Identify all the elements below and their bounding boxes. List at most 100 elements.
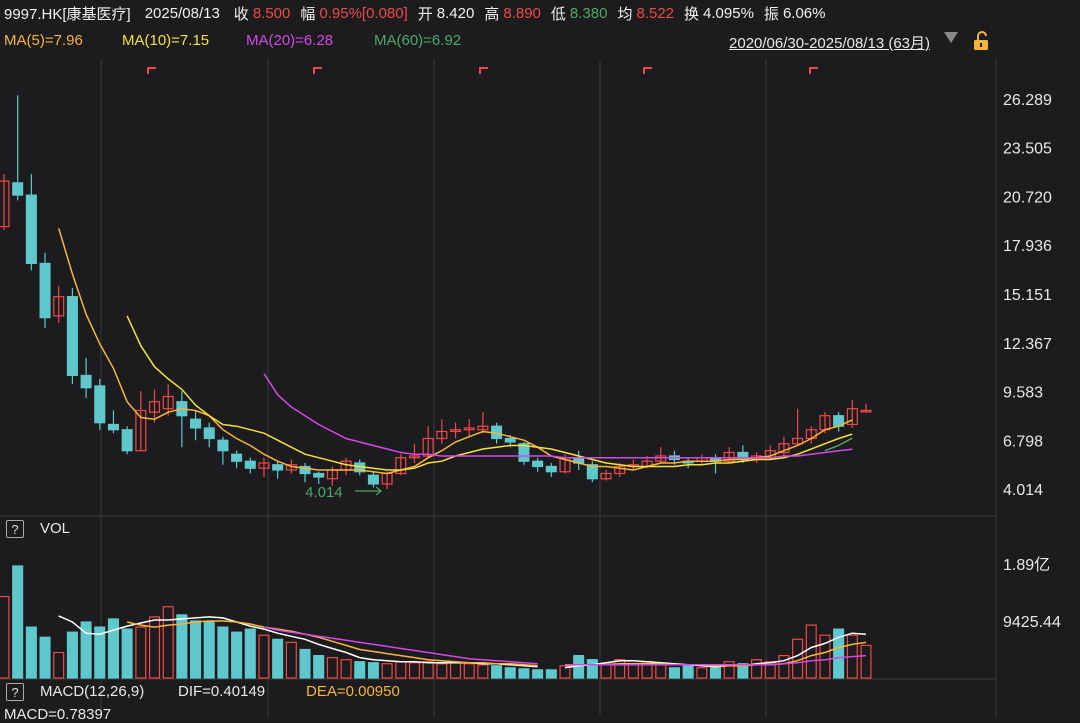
symbol-name[interactable]: 9997.HK[康基医疗] xyxy=(4,5,131,23)
candle-body xyxy=(313,472,325,478)
volume-bar xyxy=(532,669,544,679)
volume-bar xyxy=(354,661,366,679)
candle-body xyxy=(299,465,311,475)
ma60-line xyxy=(824,437,853,452)
volume-bar xyxy=(723,661,735,679)
candle-body xyxy=(846,408,858,426)
candle-body xyxy=(39,262,51,319)
candle-body xyxy=(148,401,161,413)
volume-bar xyxy=(833,628,845,679)
price-tick-label: 9.583 xyxy=(1003,384,1043,401)
volume-bar xyxy=(696,667,708,679)
turnover-label: 换 xyxy=(684,5,700,23)
volume-bar xyxy=(176,614,188,679)
macd-value: MACD=0.78397 xyxy=(4,706,112,723)
volume-bar xyxy=(778,654,790,679)
volume-bar xyxy=(860,644,872,679)
volume-bar xyxy=(805,624,817,679)
volume-bar xyxy=(313,654,325,679)
volume-bar xyxy=(299,648,311,679)
price-tick-label: 4.014 xyxy=(1003,482,1043,499)
candle-body xyxy=(12,182,24,196)
volume-bar xyxy=(367,662,379,679)
period-marker xyxy=(809,67,818,74)
ma10-legend: MA(10)=7.15 xyxy=(122,32,210,49)
change-label: 幅 xyxy=(300,5,316,23)
volume-bar xyxy=(764,661,776,679)
volume-bar xyxy=(422,661,434,679)
volume-bar xyxy=(449,662,462,679)
amplitude-label: 振 xyxy=(763,5,779,23)
volume-bar xyxy=(737,663,749,679)
candle-body xyxy=(107,423,119,431)
quote-date: 2025/08/13 xyxy=(144,4,220,22)
vol-help-icon[interactable]: ? xyxy=(6,520,24,538)
date-range-selector[interactable]: 2020/06/30-2025/08/13 (63月) xyxy=(729,35,930,52)
period-marker xyxy=(643,67,652,74)
unlock-icon[interactable] xyxy=(970,30,992,52)
candle-body xyxy=(449,429,462,433)
volume-bar xyxy=(751,659,763,679)
candle-body xyxy=(25,194,37,264)
volume-bar xyxy=(668,667,680,679)
candle-body xyxy=(600,472,612,480)
volume-bar xyxy=(682,665,694,679)
volume-bar xyxy=(477,664,489,679)
vol-ma20-line xyxy=(263,626,867,666)
volume-bar xyxy=(408,662,421,679)
volume-bar xyxy=(285,641,297,679)
volume-bar xyxy=(0,595,10,679)
ma5-line xyxy=(57,228,853,475)
candle-body xyxy=(395,457,407,475)
volume-bar xyxy=(627,663,639,679)
candle-body xyxy=(792,437,804,445)
volume-bar xyxy=(244,628,256,679)
candle-body xyxy=(860,409,872,413)
price-tick-label: 15.151 xyxy=(1003,287,1052,304)
avg-label: 均 xyxy=(617,5,633,23)
volume-bar xyxy=(819,634,831,679)
ma20-line xyxy=(263,373,853,459)
high-value: 8.890 xyxy=(503,4,541,22)
volume-bar xyxy=(94,626,106,679)
volume-bar xyxy=(504,667,516,679)
volume-tick-label: 1.89亿 xyxy=(1003,556,1050,574)
avg-value: 8.522 xyxy=(636,4,675,22)
candle-body xyxy=(80,374,92,389)
volume-bar xyxy=(586,659,598,679)
candle-body xyxy=(94,385,106,424)
macd-dea: DEA=0.00950 xyxy=(306,683,400,700)
candle-body xyxy=(545,465,557,473)
volume-bar xyxy=(655,663,667,679)
volume-bar xyxy=(545,669,557,679)
amplitude-value: 6.06% xyxy=(782,4,826,22)
candle-body xyxy=(408,455,421,459)
volume-bar xyxy=(80,621,92,679)
ma20-legend: MA(20)=6.28 xyxy=(246,32,334,49)
candle-body xyxy=(436,430,448,440)
volume-bar xyxy=(381,663,393,679)
candle-body xyxy=(367,474,379,485)
candle-body xyxy=(655,455,667,462)
candle-body xyxy=(244,460,256,469)
price-tick-label: 26.289 xyxy=(1003,92,1052,109)
price-tick-label: 20.720 xyxy=(1003,190,1052,207)
vol-ma5-line xyxy=(58,615,867,669)
volume-bar xyxy=(436,663,448,679)
volume-bar xyxy=(190,620,202,679)
candle-body xyxy=(203,427,215,440)
macd-help-icon[interactable]: ? xyxy=(6,683,24,701)
candle-body xyxy=(135,409,147,452)
candle-body xyxy=(66,296,78,377)
volume-bar xyxy=(162,606,174,679)
dropdown-triangle-icon[interactable] xyxy=(944,32,958,43)
candle-body xyxy=(586,464,598,480)
period-marker xyxy=(313,67,322,74)
vol-title: VOL xyxy=(40,520,71,537)
quote-infobar: 9997.HK[康基医疗] 2025/08/13 收 8.500 幅 0.95%… xyxy=(0,0,1080,26)
candle-body xyxy=(532,460,544,468)
volume-bar xyxy=(395,661,407,679)
volume-bar xyxy=(25,626,37,679)
volume-bar xyxy=(340,659,352,679)
